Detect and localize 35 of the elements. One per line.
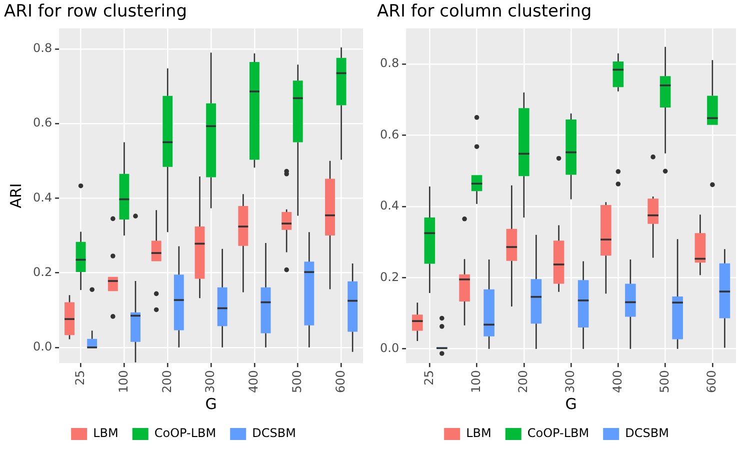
y-tick-label: 0.0 [32,340,52,354]
x-tick-label: 400 [610,370,624,393]
x-tick-label: 400 [246,370,261,393]
x-tick-label: 600 [333,370,348,393]
x-tick-label: 100 [116,370,130,393]
chart-title: ARI for column clustering [377,2,592,22]
x-tick-label: 500 [290,370,304,393]
x-tick-label: 25 [422,370,436,386]
x-tick-label: 300 [203,370,218,393]
y-tick-label: 0.2 [380,270,400,284]
y-axis-title: ARI [6,183,25,208]
x-tick-label: 600 [704,370,719,393]
y-tick-label: 0.2 [32,264,52,279]
legend-label: LBM [93,426,118,440]
x-tick-label: 100 [468,370,483,393]
legend-label: CoOP-LBM [154,426,216,440]
chart-title: ARI for row clustering [4,2,188,22]
legend-label: DCSBM [625,426,669,440]
y-tick-label: 0.0 [380,340,400,355]
x-tick-label: 25 [72,370,87,386]
y-tick-label: 0.4 [380,198,400,213]
x-axis-title: G [205,394,217,413]
x-axis-title: G [565,394,577,413]
y-tick-label: 0.6 [32,116,52,130]
y-tick-label: 0.4 [32,190,52,204]
legend-label: DCSBM [252,426,296,440]
y-tick-label: 0.8 [380,56,400,70]
y-tick-label: 0.6 [380,127,400,142]
x-tick-label: 200 [516,370,530,393]
x-tick-label: 500 [657,370,672,393]
legend-label: CoOP-LBM [527,426,590,440]
y-tick-label: 0.8 [32,41,52,56]
x-tick-label: 200 [160,370,174,393]
x-tick-label: 300 [563,370,578,393]
legend-label: LBM [466,426,492,440]
